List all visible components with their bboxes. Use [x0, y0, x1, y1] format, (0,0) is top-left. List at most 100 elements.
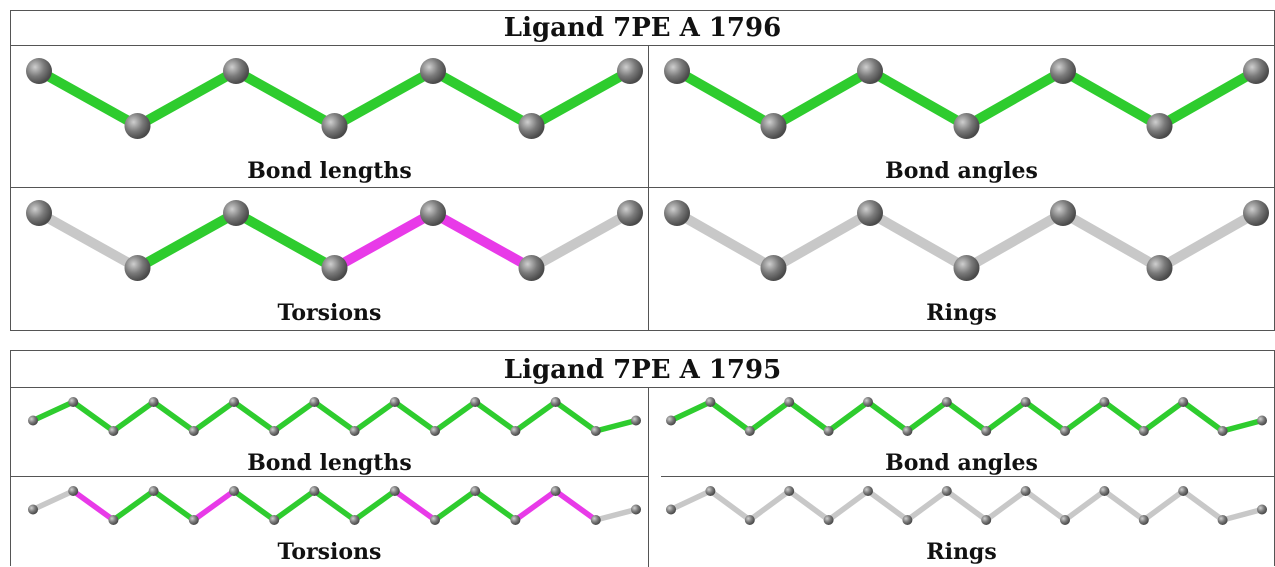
divider — [11, 476, 648, 477]
bond-green — [271, 488, 318, 523]
bond-gray — [865, 208, 972, 273]
atom — [269, 426, 280, 436]
bond-gray — [707, 488, 753, 523]
atom — [1138, 426, 1149, 436]
atom — [124, 255, 151, 281]
atom — [430, 426, 440, 436]
bond-green — [271, 399, 318, 434]
bond-gray — [1180, 488, 1226, 523]
atom — [1146, 113, 1173, 139]
atom — [1178, 486, 1189, 496]
atom — [148, 397, 159, 407]
bond-gray — [30, 488, 76, 513]
panel-caption: Torsions — [277, 300, 382, 326]
bond-magenta — [191, 488, 237, 523]
bond-gray — [747, 488, 792, 523]
bond-green — [311, 488, 358, 523]
atom — [1020, 397, 1031, 407]
atom — [590, 426, 601, 436]
bond-green — [428, 66, 537, 131]
bond-magenta — [428, 208, 537, 273]
panel-caption: Rings — [926, 539, 997, 565]
table-title: Ligand 7PE A 1795 — [11, 351, 1274, 388]
atom — [590, 515, 601, 525]
atom — [229, 397, 239, 407]
atom — [1060, 515, 1070, 525]
atom — [309, 397, 320, 407]
bond-gray — [961, 208, 1068, 273]
panel-caption: Bond angles — [885, 450, 1038, 476]
bond-green — [1154, 66, 1261, 131]
bond-green — [904, 399, 950, 434]
atom — [1217, 426, 1228, 436]
atom — [1099, 397, 1110, 407]
bond-gray — [1154, 208, 1261, 273]
atom — [631, 415, 641, 426]
atom — [744, 426, 755, 436]
ligand-table-1796: Ligand 7PE A 1796 Bond lengths Bond angl… — [10, 10, 1275, 331]
atom — [902, 515, 913, 525]
atom — [705, 486, 716, 496]
atom — [26, 58, 52, 84]
bond-green — [825, 399, 871, 434]
atom — [148, 486, 159, 496]
atom — [863, 486, 873, 496]
panel-caption: Torsions — [277, 539, 382, 565]
bond-gray — [34, 208, 143, 273]
bond-magenta — [329, 208, 438, 273]
bond-green — [1180, 399, 1226, 434]
bond-green — [351, 488, 398, 523]
bond-gray — [1141, 488, 1186, 523]
atom — [1217, 515, 1228, 525]
atom — [705, 397, 716, 407]
atom — [309, 486, 320, 496]
bond-gray — [668, 488, 714, 513]
molecule-diagram — [28, 397, 641, 436]
table-title: Ligand 7PE A 1796 — [11, 11, 1274, 46]
bond-green — [311, 399, 358, 434]
bond-green — [707, 399, 753, 434]
bond-green — [1058, 66, 1165, 131]
molecule-diagram — [666, 486, 1267, 525]
ligand-table-1795: Ligand 7PE A 1795 Bond lengths Bond angl… — [10, 350, 1275, 567]
bond-green — [30, 399, 76, 424]
atom — [1257, 415, 1267, 426]
atom — [666, 504, 676, 515]
bond-green — [70, 399, 117, 434]
bond-green — [432, 399, 478, 434]
bond-green — [944, 399, 989, 434]
divider — [11, 187, 1274, 188]
atom — [188, 515, 199, 525]
divider — [661, 476, 1274, 477]
panel-caption: Bond lengths — [247, 158, 412, 184]
bond-gray — [786, 488, 832, 523]
atom — [510, 426, 521, 436]
divider — [648, 388, 649, 567]
atom — [321, 255, 348, 281]
bond-gray — [593, 506, 639, 523]
bond-green — [110, 488, 157, 523]
atom — [68, 397, 79, 407]
bond-gray — [983, 488, 1029, 523]
atom — [1138, 515, 1149, 525]
atom — [269, 515, 280, 525]
atom — [1257, 504, 1267, 515]
molecule-diagram — [666, 397, 1267, 436]
atom — [470, 397, 481, 407]
atom — [784, 486, 795, 496]
bond-gray — [672, 208, 779, 273]
molecule-diagram — [28, 486, 641, 525]
bond-green — [983, 399, 1029, 434]
molecule-diagram — [664, 58, 1269, 139]
bond-gray — [768, 208, 875, 273]
atom — [223, 58, 249, 84]
bond-green — [768, 66, 875, 131]
atom — [321, 113, 348, 139]
atom — [953, 255, 980, 281]
bond-green — [392, 399, 438, 434]
bond-green — [150, 399, 197, 434]
bond-green — [231, 399, 277, 434]
atom — [941, 397, 952, 407]
atom — [420, 58, 446, 84]
bond-green — [865, 399, 911, 434]
